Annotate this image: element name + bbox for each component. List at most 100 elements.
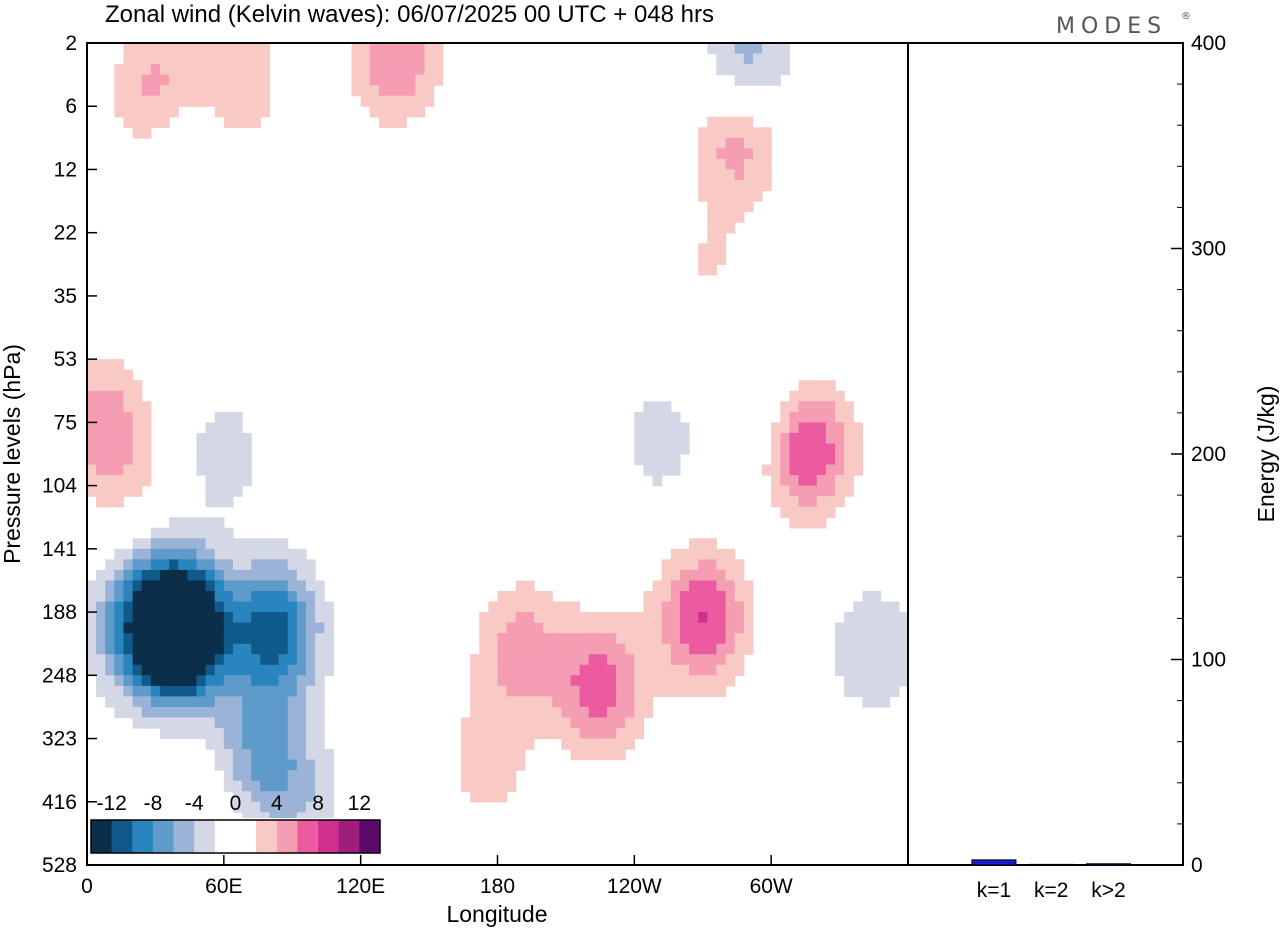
heat-cell [205,559,216,571]
heat-cell [424,74,435,86]
heat-cell [397,43,407,55]
heat-cell [132,432,143,445]
heat-cell [844,454,854,466]
colorbar-swatch [297,820,319,853]
heat-cell [552,633,562,645]
heat-cell [169,538,179,550]
heat-cell [734,158,745,171]
heat-cell [315,738,325,750]
heat-cell [260,95,271,107]
heat-cell [479,633,489,645]
heat-cell [132,706,143,719]
heat-cell [798,454,809,466]
colorbar-swatch [111,820,133,853]
heat-cell [269,591,280,603]
heat-cell [214,685,225,697]
heat-cell [287,791,298,803]
x-tick-label: 0 [81,875,93,898]
heat-cell [132,443,143,455]
heat-cell [287,612,298,624]
heat-cell [96,369,106,381]
heat-cell [588,633,599,645]
heat-cell [114,569,125,582]
heat-cell [242,612,252,624]
heat-cell [552,685,562,697]
heat-cell [187,643,198,655]
heat-cell [132,580,143,592]
heat-cell [287,728,298,740]
heat-cell [223,654,234,666]
heat-cell [725,201,736,213]
heat-cell [552,717,562,729]
heat-cell [315,654,325,666]
heat-cell [123,706,134,719]
heat-cell [369,106,380,118]
heat-cell [169,548,179,560]
heat-cell [707,243,718,255]
heat-cell [533,601,544,613]
heat-cell [652,591,663,603]
heat-cell [96,401,106,413]
heat-cell [488,791,499,803]
heat-cell [114,675,125,687]
heat-cell [533,612,544,624]
heat-cell [141,685,152,697]
heat-cell [616,696,626,708]
heat-cell [716,622,727,634]
heat-cell [479,664,489,676]
heat-cell [296,759,307,771]
heat-cell [488,717,499,729]
heat-cell [889,664,900,676]
heat-cell [205,601,216,613]
heat-cell [552,601,562,613]
heat-cell [242,443,252,455]
heat-cell [661,422,672,434]
heat-cell [87,612,97,624]
heat-cell [816,464,827,476]
heat-cell [716,591,727,603]
y-tick-label: 141 [42,538,77,561]
heat-cell [223,43,234,55]
heat-cell [479,654,489,666]
heat-cell [880,612,891,624]
heat-cell [205,728,216,740]
heat-cell [114,601,125,613]
y-tick-label: 188 [42,601,77,624]
y-tick-label: 75 [54,411,77,434]
heat-cell [114,622,125,634]
heat-cell [880,622,891,634]
x-tick-label: 60W [750,875,793,898]
heat-cell [561,738,572,750]
heat-cell [232,664,243,676]
heat-cell [552,706,562,719]
x-tick-label: 120W [607,875,662,898]
heat-cell [734,116,745,128]
heat-cell [497,654,508,666]
heat-cell [634,675,645,687]
heat-cell [579,633,590,645]
heat-cell [315,591,325,603]
heat-cell [752,169,763,181]
heat-cell [853,443,863,455]
heat-cell [123,401,134,413]
heat-cell [415,106,426,118]
heat-cell [689,580,699,592]
heat-cell [616,612,626,624]
heat-cell [588,664,599,676]
heat-cell [214,622,225,634]
heat-cell [378,116,389,128]
heat-cell [625,633,635,645]
heat-cell [679,612,690,624]
heat-cell [388,64,398,76]
heat-cell [743,201,754,213]
heat-cell [670,591,681,603]
heat-cell [461,738,471,750]
heat-cell [96,643,106,655]
heat-cell [889,601,900,613]
heat-cell [670,685,681,697]
heat-cell [606,622,617,634]
heat-cell [223,696,234,708]
heat-cell [214,738,225,750]
heat-cell [898,612,909,624]
heat-cell [661,464,672,476]
